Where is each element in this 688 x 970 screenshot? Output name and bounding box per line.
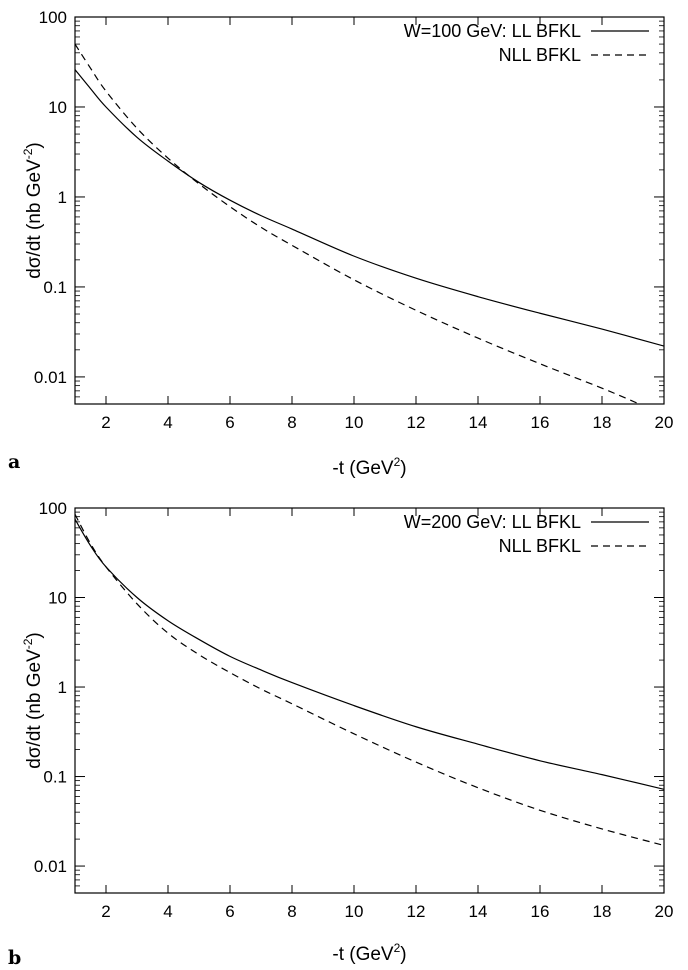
legend-label: NLL BFKL bbox=[499, 45, 581, 65]
y-axis-label: dσ/dt (nb GeV-2) bbox=[21, 632, 45, 768]
y-axis-label: dσ/dt (nb GeV-2) bbox=[21, 142, 45, 278]
x-tick-label: 8 bbox=[287, 413, 296, 432]
x-tick-label: 16 bbox=[531, 902, 550, 921]
y-tick-label: 10 bbox=[48, 98, 67, 117]
x-tick-label: 8 bbox=[287, 902, 296, 921]
x-tick-label: 4 bbox=[163, 413, 172, 432]
x-tick-label: 20 bbox=[655, 902, 674, 921]
series-line-ll bbox=[75, 69, 664, 347]
x-tick-label: 12 bbox=[407, 413, 426, 432]
x-tick-label: 16 bbox=[531, 413, 550, 432]
x-tick-label: 10 bbox=[345, 413, 364, 432]
legend-label: W=100 GeV: LL BFKL bbox=[404, 21, 581, 41]
x-tick-label: 4 bbox=[163, 902, 172, 921]
series-line-ll bbox=[75, 518, 664, 790]
panel-b: 2 4 6 8 10 12 14 16 18 20 0.01 0.1 1 10 100 W=200 GeV: … bbox=[8, 499, 673, 969]
y-tick-label: 0.01 bbox=[34, 857, 67, 876]
plot-frame bbox=[74, 16, 665, 405]
x-axis-label: -t (GeV2) bbox=[332, 455, 406, 479]
x-tick-label: 6 bbox=[225, 413, 234, 432]
x-tick-label: 14 bbox=[469, 902, 488, 921]
y-tick-label: 1 bbox=[58, 678, 67, 697]
x-tick-label: 18 bbox=[593, 413, 612, 432]
x-tick-label: 20 bbox=[655, 413, 674, 432]
x-tick-label: 14 bbox=[469, 413, 488, 432]
panel-letter: a bbox=[8, 451, 20, 473]
x-tick-label: 2 bbox=[101, 902, 110, 921]
x-axis-label: -t (GeV2) bbox=[332, 941, 406, 965]
y-tick-label: 1 bbox=[58, 188, 67, 207]
legend-label: W=200 GeV: LL BFKL bbox=[404, 512, 581, 532]
panel-a: 2 4 6 8 10 12 14 16 18 20 0.01 0.1 1 10 100 W=100 GeV: … bbox=[8, 8, 673, 479]
legend-label: NLL BFKL bbox=[499, 536, 581, 556]
y-tick-label: 10 bbox=[48, 589, 67, 608]
series-line-nll bbox=[75, 43, 640, 404]
x-tick-label: 6 bbox=[225, 902, 234, 921]
x-tick-label: 10 bbox=[345, 902, 364, 921]
y-tick-label: 0.1 bbox=[43, 278, 67, 297]
x-tick-label: 12 bbox=[407, 902, 426, 921]
x-tick-label: 18 bbox=[593, 902, 612, 921]
y-tick-label: 0.01 bbox=[34, 368, 67, 387]
panel-letter: b bbox=[8, 947, 21, 969]
plot-frame bbox=[74, 507, 665, 894]
series-line-nll bbox=[75, 514, 664, 847]
y-tick-label: 100 bbox=[39, 8, 67, 27]
y-tick-label: 0.1 bbox=[43, 768, 67, 787]
x-tick-label: 2 bbox=[101, 413, 110, 432]
y-tick-label: 100 bbox=[39, 499, 67, 518]
